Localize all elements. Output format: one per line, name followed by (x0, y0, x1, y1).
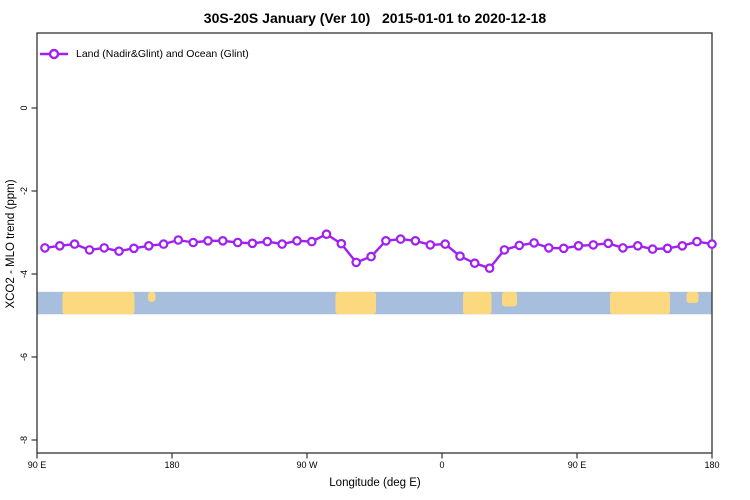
land-patch-south-america (335, 291, 376, 315)
y-axis-title: XCO2 - MLO trend (ppm) (5, 179, 17, 309)
y-tick-label: -8 (19, 436, 29, 444)
data-point-marker (469, 258, 480, 269)
x-tick-label: 90 E (568, 460, 587, 470)
data-point-marker (573, 241, 584, 251)
data-point-marker (425, 240, 436, 250)
data-point-marker (99, 243, 110, 253)
land-patch-africa (463, 291, 492, 315)
data-point-marker (707, 239, 717, 249)
data-point-marker (203, 236, 213, 246)
land-patch-australia (62, 291, 135, 315)
data-point-marker (381, 236, 391, 246)
data-point-marker (410, 236, 421, 246)
data-point-marker (173, 235, 184, 245)
data-point-marker (677, 241, 688, 251)
data-point-marker (158, 239, 169, 249)
x-tick-label: 180 (704, 460, 719, 470)
land-patch-new-caledonia-2 (686, 291, 699, 304)
data-point-marker (188, 237, 199, 248)
data-point-marker (440, 239, 451, 249)
data-point-marker (129, 243, 139, 254)
x-tick-label: 180 (164, 460, 179, 470)
x-tick-label: 90 E (28, 460, 47, 470)
data-point-marker (558, 243, 569, 254)
data-point-marker (499, 245, 510, 255)
y-tick-label: -2 (19, 187, 29, 195)
x-tick-label: 0 (439, 460, 444, 470)
data-point-marker (455, 251, 465, 262)
data-point-marker (662, 243, 673, 254)
data-point-marker (69, 239, 80, 249)
data-point-marker (232, 237, 243, 248)
data-point-marker (484, 263, 495, 274)
data-point-marker (114, 246, 124, 257)
data-point-marker (84, 245, 95, 255)
y-tick-label: -4 (19, 270, 29, 278)
y-tick-label: -6 (19, 353, 29, 361)
data-point-marker (514, 240, 525, 251)
chart-title: 30S-20S January (Ver 10) 2015-01-01 to 2… (203, 10, 547, 26)
data-point-marker (529, 238, 539, 248)
x-tick-label: 90 W (296, 460, 318, 470)
land-patch-new-caledonia (148, 291, 156, 302)
data-point-marker (262, 236, 273, 247)
data-series-line (43, 233, 714, 270)
data-point-marker (336, 238, 347, 249)
data-point-marker (306, 236, 317, 247)
data-point-marker (247, 238, 258, 249)
data-point-marker (588, 240, 599, 250)
data-point-marker (144, 241, 154, 251)
data-point-marker (321, 229, 332, 240)
y-tick-label: 0 (19, 105, 29, 110)
land-patch-australia-2 (610, 291, 670, 315)
x-axis-title: Longitude (deg E) (329, 477, 421, 489)
data-point-marker (351, 257, 362, 268)
data-point-marker (54, 241, 65, 251)
data-point-marker (366, 251, 376, 262)
data-point-marker (292, 236, 302, 246)
legend-marker-icon (48, 48, 60, 60)
data-point-marker (692, 236, 702, 247)
data-point-marker (218, 236, 228, 246)
data-point-marker (40, 243, 50, 253)
data-point-marker (647, 244, 658, 254)
data-point-marker (277, 239, 287, 249)
legend-label: Land (Nadir&Glint) and Ocean (Glint) (76, 48, 249, 60)
data-point-marker (603, 238, 614, 249)
data-point-marker (395, 234, 406, 244)
data-point-marker (632, 241, 643, 251)
data-point-marker (543, 243, 554, 253)
land-patch-madagascar (502, 291, 517, 307)
data-point-marker (618, 243, 628, 253)
